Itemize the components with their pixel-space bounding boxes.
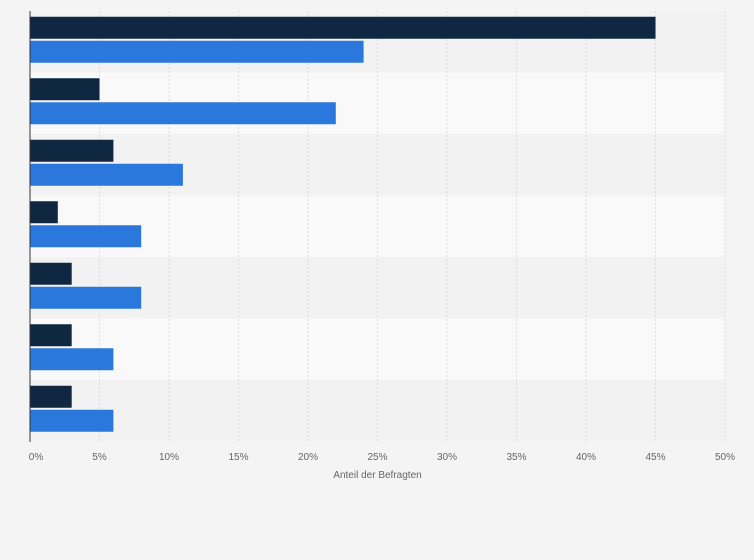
x-tick-label: 25% bbox=[367, 452, 387, 463]
x-tick-label: 40% bbox=[576, 452, 596, 463]
bar-series-2 bbox=[30, 286, 142, 309]
bar-series-2 bbox=[30, 40, 364, 63]
x-tick-label: 0% bbox=[29, 452, 44, 463]
x-tick-label: 15% bbox=[228, 452, 248, 463]
bar-series-2 bbox=[30, 348, 114, 371]
bar-series-1 bbox=[30, 324, 72, 347]
bars bbox=[30, 16, 656, 432]
bar-series-1 bbox=[30, 262, 72, 285]
bar-series-2 bbox=[30, 163, 183, 186]
bar-series-2 bbox=[30, 225, 142, 248]
bar-series-1 bbox=[30, 201, 58, 224]
x-tick-label: 20% bbox=[298, 452, 318, 463]
x-axis-title: Anteil der Befragten bbox=[333, 470, 421, 481]
x-tick-label: 50% bbox=[715, 452, 735, 463]
row-band bbox=[30, 195, 725, 257]
bar-series-1 bbox=[30, 78, 100, 101]
x-tick-label: 10% bbox=[159, 452, 179, 463]
x-tick-label: 30% bbox=[437, 452, 457, 463]
bar-series-1 bbox=[30, 139, 114, 162]
x-tick-label: 45% bbox=[645, 452, 665, 463]
bar-series-1 bbox=[30, 385, 72, 408]
x-tick-labels: 0% 5% 10% 15% 20% 25% 30% 35% 40% 45% 50% bbox=[29, 452, 735, 463]
x-tick-label: 5% bbox=[92, 452, 107, 463]
bar-series-2 bbox=[30, 102, 336, 125]
bar-series-1 bbox=[30, 16, 656, 39]
bar-series-2 bbox=[30, 409, 114, 432]
x-tick-label: 35% bbox=[506, 452, 526, 463]
